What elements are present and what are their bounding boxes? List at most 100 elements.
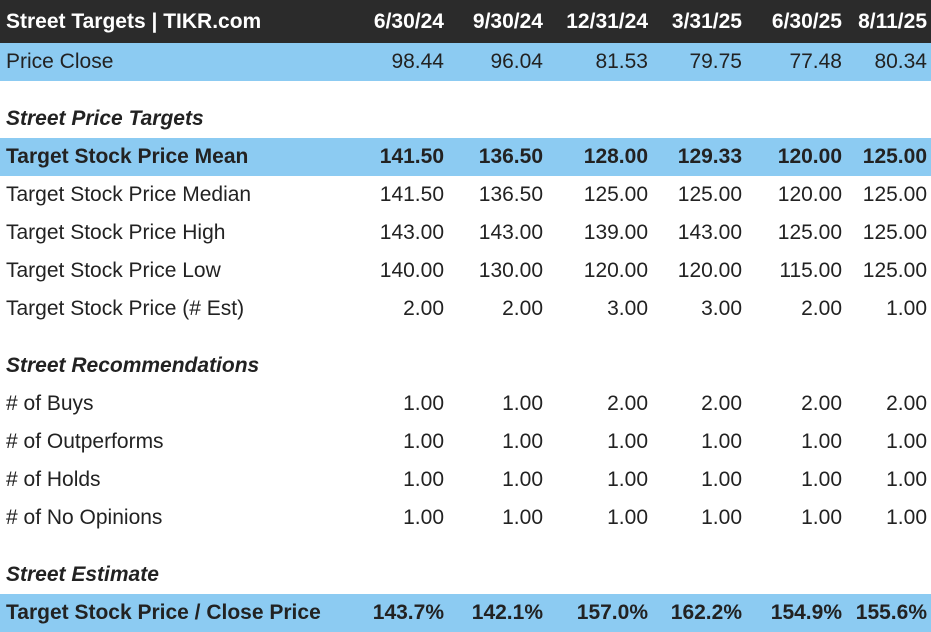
section-title: Street Recommendations bbox=[6, 354, 260, 377]
row-label: # of No Opinions bbox=[6, 506, 163, 529]
row-label: Price Close bbox=[6, 50, 114, 73]
cell-value: 96.04 bbox=[490, 50, 543, 73]
cell-value: 125.00 bbox=[862, 145, 927, 168]
section-heading-recommendations: Street Recommendations bbox=[0, 347, 931, 385]
cell-value: 125.00 bbox=[862, 221, 927, 244]
spacer bbox=[0, 537, 931, 556]
cell-value: 1.00 bbox=[403, 430, 444, 453]
cell-value: 125.00 bbox=[777, 221, 842, 244]
table-row-target-low: Target Stock Price Low 140.00 130.00 120… bbox=[0, 252, 931, 290]
cell-value: 129.33 bbox=[677, 145, 742, 168]
cell-value: 143.00 bbox=[478, 221, 543, 244]
table-row-target-mean: Target Stock Price Mean 141.50 136.50 12… bbox=[0, 138, 931, 176]
cell-value: 98.44 bbox=[391, 50, 444, 73]
cell-value: 136.50 bbox=[478, 183, 543, 206]
cell-value: 155.6% bbox=[855, 601, 927, 624]
cell-value: 77.48 bbox=[789, 50, 842, 73]
cell-value: 154.9% bbox=[770, 601, 842, 624]
cell-value: 1.00 bbox=[502, 468, 543, 491]
cell-value: 143.7% bbox=[372, 601, 444, 624]
cell-value: 2.00 bbox=[886, 392, 927, 415]
cell-value: 1.00 bbox=[607, 506, 648, 529]
cell-value: 120.00 bbox=[677, 259, 742, 282]
cell-value: 1.00 bbox=[801, 506, 842, 529]
cell-value: 120.00 bbox=[583, 259, 648, 282]
cell-value: 1.00 bbox=[701, 468, 742, 491]
row-label: Target Stock Price High bbox=[6, 221, 226, 244]
cell-value: 3.00 bbox=[701, 297, 742, 320]
cell-value: 140.00 bbox=[379, 259, 444, 282]
cell-value: 143.00 bbox=[677, 221, 742, 244]
date-header: 12/31/24 bbox=[566, 9, 648, 33]
cell-value: 1.00 bbox=[502, 506, 543, 529]
row-label: # of Buys bbox=[6, 392, 94, 415]
cell-value: 2.00 bbox=[502, 297, 543, 320]
cell-value: 1.00 bbox=[403, 392, 444, 415]
cell-value: 139.00 bbox=[583, 221, 648, 244]
cell-value: 125.00 bbox=[583, 183, 648, 206]
cell-value: 162.2% bbox=[670, 601, 742, 624]
date-header: 6/30/24 bbox=[373, 9, 444, 33]
cell-value: 128.00 bbox=[583, 145, 648, 168]
table-row-buys: # of Buys 1.00 1.00 2.00 2.00 2.00 2.00 bbox=[0, 385, 931, 423]
table-header-row: Street Targets | TIKR.com 6/30/24 9/30/2… bbox=[0, 0, 931, 43]
cell-value: 1.00 bbox=[607, 430, 648, 453]
table-row-no-opinions: # of No Opinions 1.00 1.00 1.00 1.00 1.0… bbox=[0, 499, 931, 537]
table-row-holds: # of Holds 1.00 1.00 1.00 1.00 1.00 1.00 bbox=[0, 461, 931, 499]
cell-value: 1.00 bbox=[801, 430, 842, 453]
cell-value: 2.00 bbox=[801, 297, 842, 320]
row-label: Target Stock Price Low bbox=[6, 259, 221, 282]
cell-value: 1.00 bbox=[886, 468, 927, 491]
section-heading-price-targets: Street Price Targets bbox=[0, 100, 931, 138]
cell-value: 2.00 bbox=[801, 392, 842, 415]
price-close-row: Price Close 98.44 96.04 81.53 79.75 77.4… bbox=[0, 43, 931, 81]
cell-value: 125.00 bbox=[862, 259, 927, 282]
cell-value: 2.00 bbox=[701, 392, 742, 415]
cell-value: 1.00 bbox=[701, 506, 742, 529]
row-label: # of Holds bbox=[6, 468, 101, 491]
cell-value: 79.75 bbox=[689, 50, 742, 73]
row-label: # of Outperforms bbox=[6, 430, 164, 453]
table-row-target-high: Target Stock Price High 143.00 143.00 13… bbox=[0, 214, 931, 252]
spacer bbox=[0, 81, 931, 100]
date-header: 8/11/25 bbox=[858, 9, 927, 33]
cell-value: 125.00 bbox=[677, 183, 742, 206]
table-title: Street Targets | TIKR.com bbox=[6, 9, 262, 33]
date-header: 3/31/25 bbox=[671, 9, 742, 33]
date-header: 9/30/24 bbox=[472, 9, 543, 33]
section-heading-estimate: Street Estimate bbox=[0, 556, 931, 594]
spacer bbox=[0, 328, 931, 347]
cell-value: 1.00 bbox=[886, 430, 927, 453]
cell-value: 157.0% bbox=[576, 601, 648, 624]
date-header: 6/30/25 bbox=[771, 9, 842, 33]
cell-value: 120.00 bbox=[777, 183, 842, 206]
cell-value: 125.00 bbox=[862, 183, 927, 206]
row-label: Target Stock Price Mean bbox=[6, 145, 249, 168]
section-title: Street Price Targets bbox=[6, 107, 204, 130]
cell-value: 1.00 bbox=[886, 506, 927, 529]
cell-value: 130.00 bbox=[478, 259, 543, 282]
cell-value: 2.00 bbox=[403, 297, 444, 320]
cell-value: 80.34 bbox=[874, 50, 927, 73]
cell-value: 1.00 bbox=[801, 468, 842, 491]
cell-value: 2.00 bbox=[607, 392, 648, 415]
row-label: Target Stock Price / Close Price bbox=[6, 601, 321, 624]
cell-value: 120.00 bbox=[777, 145, 842, 168]
cell-value: 3.00 bbox=[607, 297, 648, 320]
cell-value: 81.53 bbox=[595, 50, 648, 73]
table-row-target-close-ratio: Target Stock Price / Close Price 143.7% … bbox=[0, 594, 931, 632]
cell-value: 1.00 bbox=[886, 297, 927, 320]
cell-value: 1.00 bbox=[502, 392, 543, 415]
cell-value: 1.00 bbox=[607, 468, 648, 491]
section-title: Street Estimate bbox=[6, 563, 159, 586]
cell-value: 115.00 bbox=[779, 259, 842, 282]
cell-value: 1.00 bbox=[701, 430, 742, 453]
cell-value: 142.1% bbox=[471, 601, 543, 624]
table-row-outperforms: # of Outperforms 1.00 1.00 1.00 1.00 1.0… bbox=[0, 423, 931, 461]
table-row-target-est-count: Target Stock Price (# Est) 2.00 2.00 3.0… bbox=[0, 290, 931, 328]
row-label: Target Stock Price Median bbox=[6, 183, 252, 206]
row-label: Target Stock Price (# Est) bbox=[6, 297, 245, 320]
cell-value: 141.50 bbox=[379, 145, 444, 168]
cell-value: 136.50 bbox=[478, 145, 543, 168]
